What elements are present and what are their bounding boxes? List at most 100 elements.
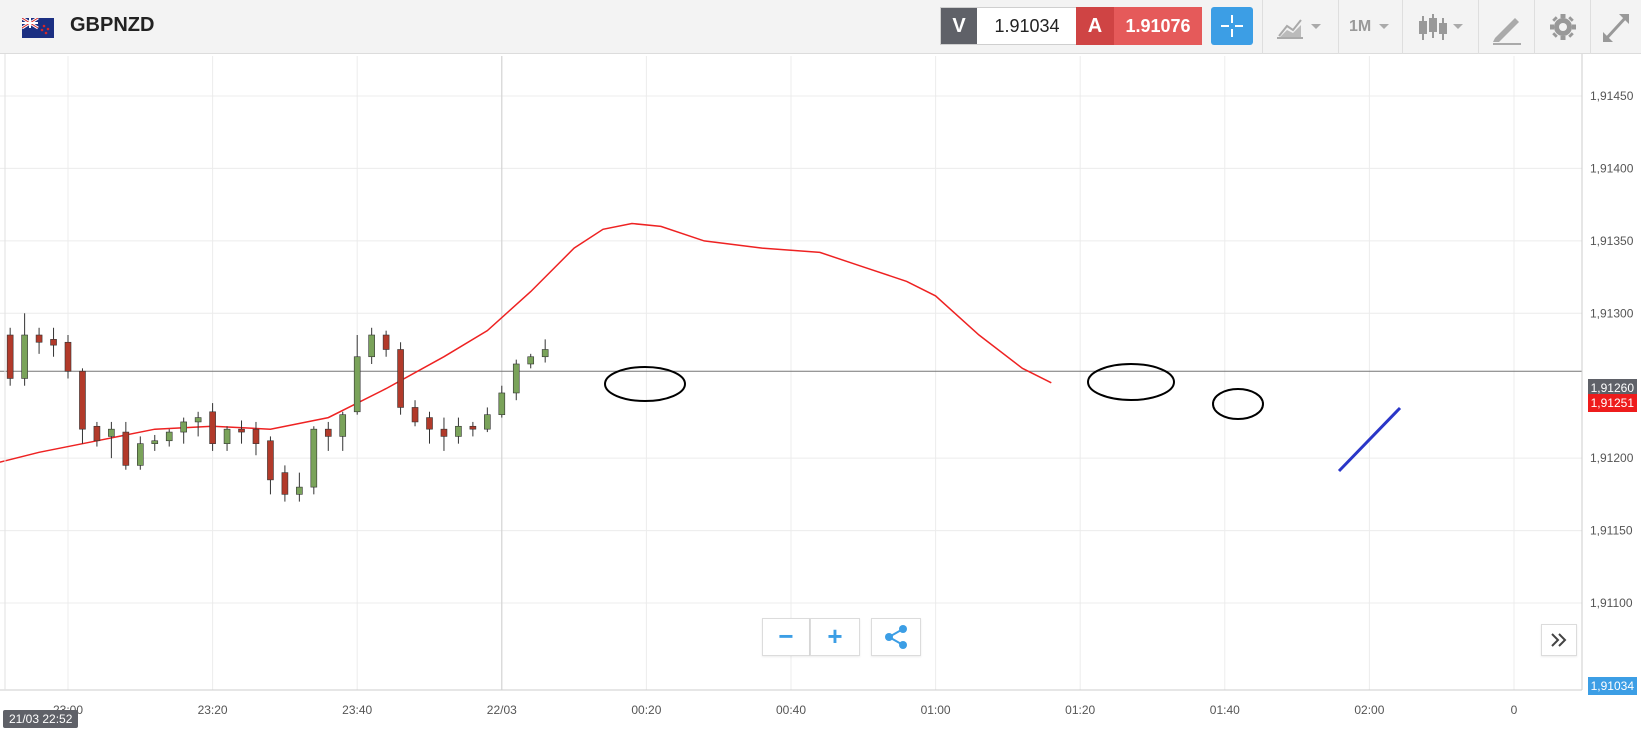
candle-body <box>165 431 173 442</box>
candle-body <box>397 349 404 408</box>
fullscreen-button[interactable] <box>1590 0 1641 54</box>
crosshair-button[interactable] <box>1211 7 1253 45</box>
double-chevron-right-icon <box>1551 633 1567 647</box>
candle <box>238 420 245 444</box>
price-chart[interactable]: 1,91450 1,91400 1,91350 1,91300 1,91200 1,911… <box>0 54 1641 729</box>
area-chart-icon <box>1277 19 1321 39</box>
candlesticks <box>6 313 549 502</box>
candle-body <box>151 440 159 444</box>
candle <box>324 421 332 451</box>
candle <box>93 421 101 447</box>
candle <box>411 400 419 427</box>
ma-series-line <box>0 222 1052 463</box>
sell-price: 1.91034 <box>994 16 1060 36</box>
candle <box>296 472 303 502</box>
axes: 1,91450 1,91400 1,91350 1,91300 1,91200 1,911… <box>0 54 1634 717</box>
zoom-in-button[interactable]: + <box>810 618 860 656</box>
candle-body <box>296 486 303 495</box>
candle-body <box>339 414 347 437</box>
candle-body <box>411 407 419 423</box>
candle <box>6 327 14 386</box>
x-tick-label: 0 <box>1511 703 1518 717</box>
candle <box>267 436 274 495</box>
candle-body <box>79 370 86 430</box>
settings-button[interactable] <box>1534 0 1590 54</box>
candle <box>180 417 187 444</box>
gear-icon <box>1550 14 1576 40</box>
candles-button[interactable] <box>1402 0 1478 54</box>
candle <box>209 403 216 451</box>
candle-body <box>267 440 274 481</box>
crosshair-icon <box>1221 15 1243 37</box>
candle <box>21 313 28 386</box>
zoom-out-label: − <box>778 621 794 651</box>
top-toolbar: GBPNZD V 1.91034 A 1.91076 1M <box>0 0 1641 54</box>
candle <box>64 335 72 379</box>
candle <box>426 411 433 444</box>
candle <box>484 407 491 433</box>
candle-body <box>281 472 289 495</box>
y-tick-label: 1,91450 <box>1590 89 1634 103</box>
candle-body <box>484 414 491 430</box>
y-tick-label: 1,91200 <box>1590 451 1634 465</box>
x-tick-label: 01:40 <box>1210 703 1240 717</box>
candle <box>368 327 375 364</box>
candle-body <box>21 334 28 379</box>
candle <box>382 330 390 357</box>
candle <box>108 421 115 459</box>
x-tick-label: 01:20 <box>1065 703 1095 717</box>
candle <box>151 434 159 451</box>
candle <box>353 335 361 415</box>
candle <box>194 411 202 437</box>
y-tick-label: 1,91300 <box>1590 306 1634 320</box>
buy-label: A <box>1076 7 1114 45</box>
timeframe-button[interactable]: 1M <box>1338 0 1402 54</box>
candle-body <box>527 356 535 365</box>
candle <box>122 421 130 470</box>
y-tick-label: 1,91350 <box>1590 234 1634 248</box>
zoom-out-button[interactable]: − <box>762 618 810 656</box>
share-icon <box>885 625 907 649</box>
candle-body <box>238 428 245 433</box>
candle-body <box>455 425 462 437</box>
sell-price-button[interactable]: V 1.91034 <box>940 7 1078 45</box>
x-tick-label: 00:20 <box>631 703 661 717</box>
moving-average <box>0 222 1052 463</box>
uk-nz-flag-icon <box>22 18 54 38</box>
candle-body <box>35 334 43 343</box>
candle <box>440 417 448 451</box>
x-tick-label: 01:00 <box>921 703 951 717</box>
candle <box>310 426 318 495</box>
x-tick-label: 23:40 <box>342 703 372 717</box>
sell-label: V <box>941 8 977 44</box>
candle-body <box>122 431 130 466</box>
candle-body <box>223 428 231 444</box>
candle-body <box>541 349 549 358</box>
x-tick-label: 02:00 <box>1354 703 1384 717</box>
instrument-symbol: GBPNZD <box>70 14 155 36</box>
candle-body <box>310 428 318 488</box>
candle-body <box>180 421 187 433</box>
candle <box>541 339 549 363</box>
annotation-ellipse <box>604 366 686 402</box>
candlestick-icon <box>1419 14 1463 40</box>
drawing-tools-button[interactable] <box>1478 0 1534 54</box>
candle-body <box>137 443 144 466</box>
chart-type-button[interactable] <box>1262 0 1338 54</box>
scroll-to-latest-button[interactable] <box>1541 624 1577 656</box>
current-line-price-badge: 1,91260 <box>1587 379 1637 397</box>
candle-body <box>469 425 477 430</box>
x-tick-label: 22/03 <box>487 703 517 717</box>
candle <box>498 385 506 418</box>
candle-body <box>50 339 57 346</box>
share-button[interactable] <box>871 618 921 656</box>
candle <box>527 353 535 369</box>
y-tick-label: 1,91100 <box>1590 596 1633 610</box>
candle <box>469 421 477 437</box>
candle-body <box>93 425 101 442</box>
candle <box>50 327 57 357</box>
candle <box>455 417 462 444</box>
y-tick-label: 1,91400 <box>1590 161 1634 175</box>
buy-price-button[interactable]: A 1.91076 <box>1076 7 1202 45</box>
timeframe-label: 1M <box>1349 18 1372 35</box>
